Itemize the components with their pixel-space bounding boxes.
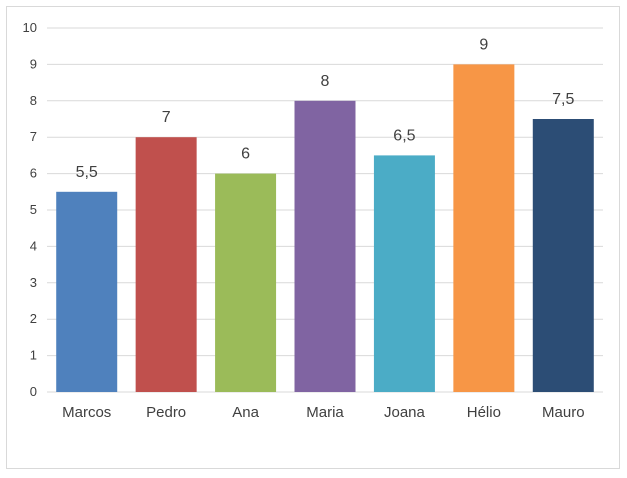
bar-pedro	[135, 137, 197, 392]
bar-mauro	[532, 119, 594, 392]
y-axis-tick-labels: 0 1 2 3 4 5 6 7 8 9 10	[23, 20, 37, 399]
bar-maria	[294, 100, 356, 393]
y-tick-label: 0	[30, 384, 37, 399]
data-label: 5,5	[76, 164, 98, 181]
data-label: 6,5	[393, 127, 415, 144]
x-axis-category-labels: Marcos Pedro Ana Maria Joana Hélio Mauro	[62, 404, 584, 421]
data-label: 6	[241, 146, 250, 163]
x-category-label: Pedro	[146, 404, 186, 421]
y-tick-label: 6	[30, 166, 37, 181]
y-tick-label: 3	[30, 275, 37, 290]
bar-joana	[373, 155, 435, 392]
x-category-label: Marcos	[62, 404, 111, 421]
y-tick-label: 10	[23, 20, 37, 35]
data-label: 7	[162, 109, 171, 126]
x-category-label: Joana	[384, 404, 426, 421]
data-label: 8	[321, 73, 330, 90]
x-category-label: Ana	[232, 404, 259, 421]
bars	[56, 64, 594, 393]
x-category-label: Mauro	[542, 404, 585, 421]
data-labels: 5,5 7 6 8 6,5 9 7,5	[76, 36, 575, 180]
bar-marcos	[56, 191, 118, 392]
y-tick-label: 1	[30, 348, 37, 363]
x-category-label: Hélio	[467, 404, 501, 421]
bar-ana	[215, 173, 277, 392]
y-tick-label: 7	[30, 129, 37, 144]
y-tick-label: 5	[30, 202, 37, 217]
y-tick-label: 8	[30, 93, 37, 108]
bar-hélio	[453, 64, 515, 393]
data-label: 7,5	[552, 91, 574, 108]
x-category-label: Maria	[306, 404, 344, 421]
y-tick-label: 2	[30, 311, 37, 326]
y-tick-label: 9	[30, 56, 37, 71]
data-label: 9	[479, 36, 488, 53]
y-tick-label: 4	[30, 238, 37, 253]
